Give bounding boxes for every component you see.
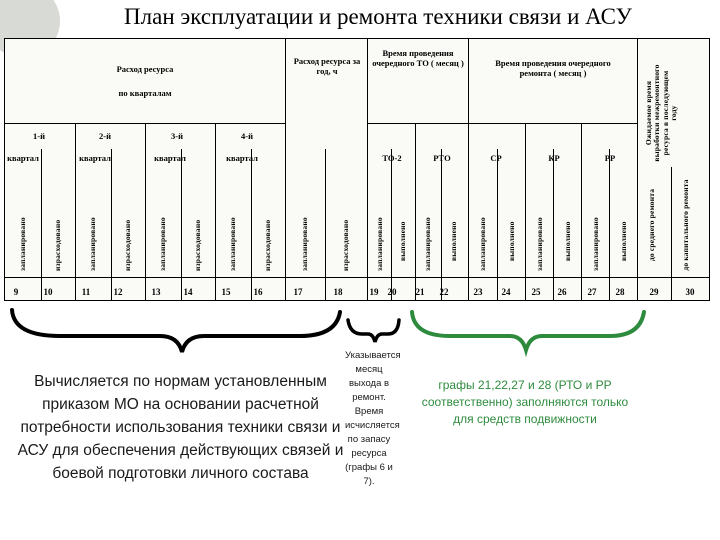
col-num-15: 15 <box>221 287 231 297</box>
maint-kr: КР <box>548 153 560 163</box>
line <box>553 149 554 300</box>
line <box>581 123 582 300</box>
col-num-24: 24 <box>501 287 511 297</box>
maint-sr: СР <box>490 153 502 163</box>
col-num-11: 11 <box>81 287 91 297</box>
line <box>468 39 469 300</box>
line <box>441 149 442 300</box>
col-num-12: 12 <box>113 287 123 297</box>
col-num-14: 14 <box>183 287 193 297</box>
maint-to2: ТО-2 <box>382 153 402 163</box>
col-num-19: 19 <box>369 287 379 297</box>
line <box>609 149 610 300</box>
quarter-1: 1-й <box>33 131 45 141</box>
col-num-17: 17 <box>293 287 303 297</box>
header-repair-time: Время проведения очередного ремонта ( ме… <box>495 58 611 78</box>
note-right: графы 21,22,27 и 28 (РТО и РР соответств… <box>421 378 629 426</box>
line <box>5 277 709 278</box>
line <box>391 149 392 300</box>
col-num-28: 28 <box>615 287 625 297</box>
quarter-word: квартал <box>154 153 186 163</box>
note-left: Вычисляется по нормам установленным прик… <box>17 373 344 482</box>
col-num-23: 23 <box>473 287 483 297</box>
col-num-21: 21 <box>415 287 425 297</box>
quarter-word: квартал <box>7 153 39 163</box>
line <box>637 39 638 300</box>
maint-rr: РР <box>604 153 616 163</box>
col-num-9: 9 <box>13 287 19 297</box>
col-num-25: 25 <box>531 287 541 297</box>
header-resource-year: Расход ресурса за год, ч <box>293 56 361 76</box>
col-num-16: 16 <box>253 287 263 297</box>
maint-rto: РТО <box>433 153 451 163</box>
line <box>111 149 112 300</box>
line <box>415 123 416 300</box>
line <box>525 123 526 300</box>
quarter-3: 3-й <box>171 131 183 141</box>
line <box>215 123 216 300</box>
line <box>41 149 42 300</box>
note-middle: Указывается месяц выхода в ремонт. Время… <box>345 350 401 487</box>
quarter-2: 2-й <box>99 131 111 141</box>
line <box>75 123 76 300</box>
line <box>671 167 672 300</box>
line <box>325 149 326 300</box>
line <box>367 39 368 300</box>
col-num-18: 18 <box>333 287 343 297</box>
plan-table: Расход ресурса по кварталам Расход ресур… <box>4 38 710 301</box>
page-title: План эксплуатации и ремонта техники связ… <box>124 4 632 29</box>
brace-middle <box>346 318 401 343</box>
header-resource-quarters: Расход ресурса <box>116 64 174 74</box>
line <box>497 149 498 300</box>
line <box>251 149 252 300</box>
header-resource-quarters-sub: по кварталам <box>118 88 172 98</box>
line <box>181 149 182 300</box>
col-num-26: 26 <box>557 287 567 297</box>
brace-left <box>10 308 342 353</box>
col-num-13: 13 <box>151 287 161 297</box>
line <box>145 123 146 300</box>
header-to-time: Время проведения очередного ТО ( месяц ) <box>372 48 464 68</box>
brace-right <box>410 310 646 358</box>
col-num-22: 22 <box>439 287 449 297</box>
line <box>367 123 637 124</box>
col-num-30: 30 <box>685 287 695 297</box>
col-num-10: 10 <box>43 287 53 297</box>
quarter-word: квартал <box>226 153 258 163</box>
col-num-27: 27 <box>587 287 597 297</box>
quarter-4: 4-й <box>241 131 253 141</box>
line <box>285 39 286 300</box>
quarter-word: квартал <box>79 153 111 163</box>
col-num-29: 29 <box>649 287 659 297</box>
col-num-20: 20 <box>387 287 397 297</box>
